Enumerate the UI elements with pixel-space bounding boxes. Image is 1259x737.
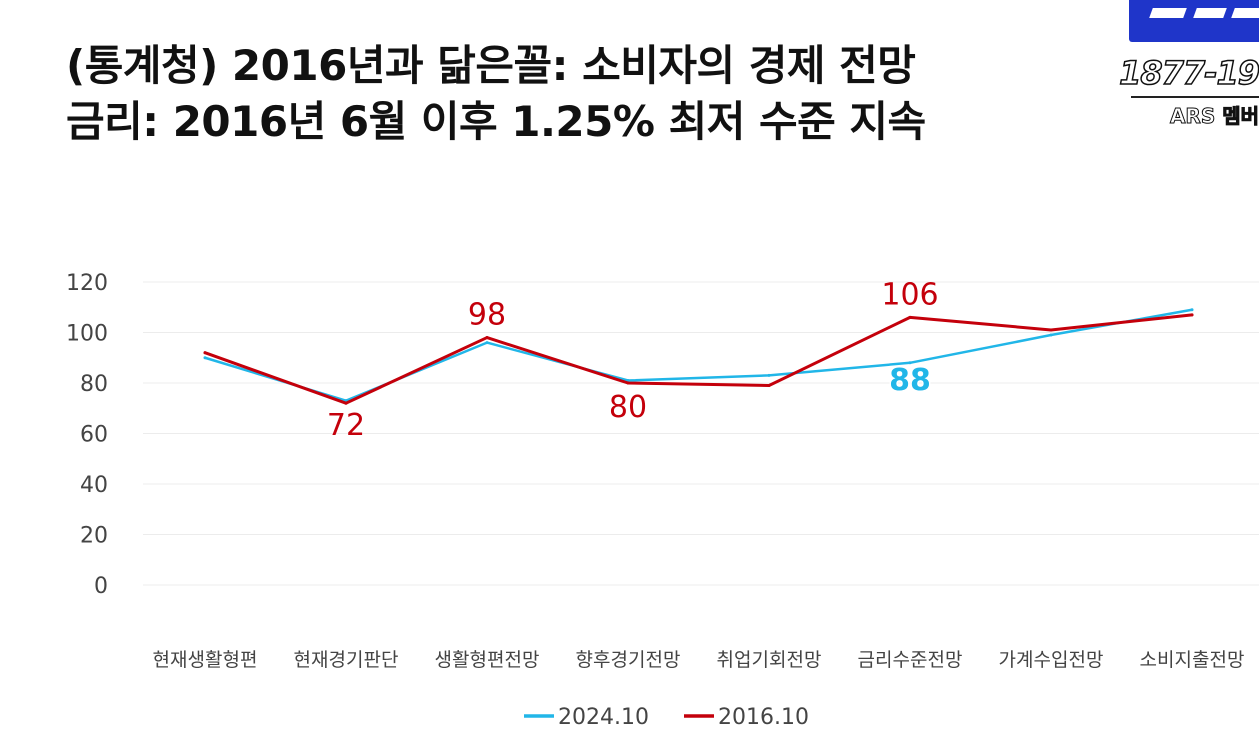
y-tick-label-120: 120 [66,271,108,296]
x-tick-label-3: 생활형편전망 [435,649,540,671]
brand-phone-number: 1877-19 [1118,53,1259,93]
x-tick-label-2: 현재경기판단 [294,649,399,671]
title-line-2: 금리: 2016년 6월 이후 1.25% 최저 수준 지속 [66,97,926,146]
data-point-2016.10-3 [485,336,489,340]
channel-brand: 1877-19 ARS 멤버 [1118,0,1259,135]
data-point-2024.10-6 [908,361,912,365]
x-tick-label-4: 향후경기전망 [576,649,681,671]
x-tick-label-7: 가계수입전망 [999,649,1104,671]
data-label-2016.10-4: 80 [609,390,647,425]
data-point-2016.10-6 [908,315,912,319]
data-point-2024.10-5 [767,373,771,377]
series-line-2024.10 [203,308,1194,402]
x-tick-label-1: 현재생활형편 [153,649,258,671]
channel-logo [1129,0,1259,42]
data-point-2024.10-3 [485,341,489,345]
legend-label-2024.10: 2024.10 [558,705,649,730]
data-point-2016.10-1 [203,351,207,355]
data-label-2016.10-3: 98 [468,298,506,333]
x-tick-label-6: 금리수준전망 [858,649,963,671]
x-tick-label-5: 취업기회전망 [717,649,822,671]
series-line-2016.10 [203,313,1194,405]
data-point-2016.10-7 [1049,328,1053,332]
y-tick-label-20: 20 [80,524,108,549]
data-point-2024.10-1 [203,356,207,360]
data-label-2016.10-6: 106 [881,277,938,312]
data-point-2024.10-8 [1190,308,1194,312]
legend-label-2016.10: 2016.10 [718,705,809,730]
data-point-2016.10-2 [344,401,348,405]
data-point-2016.10-8 [1190,313,1194,317]
brand-divider [1131,96,1259,98]
data-label-2016.10-2: 72 [327,408,365,443]
x-tick-label-8: 소비지출전망 [1140,649,1245,671]
data-point-2016.10-4 [626,381,630,385]
brand-ars-label: ARS 멤버 [1169,104,1259,129]
y-tick-label-0: 0 [94,574,108,599]
data-point-2024.10-7 [1049,333,1053,337]
data-label-2024.10-6: 88 [889,363,931,398]
title-line-1: (통계청) 2016년과 닮은꼴: 소비자의 경제 전망 [66,41,916,90]
data-point-2016.10-5 [767,384,771,388]
y-tick-label-100: 100 [66,322,108,347]
y-tick-label-80: 80 [80,372,108,397]
slide-title: (통계청) 2016년과 닮은꼴: 소비자의 경제 전망 금리: 2016년 6… [66,38,926,150]
y-tick-label-60: 60 [80,423,108,448]
y-tick-label-40: 40 [80,473,108,498]
